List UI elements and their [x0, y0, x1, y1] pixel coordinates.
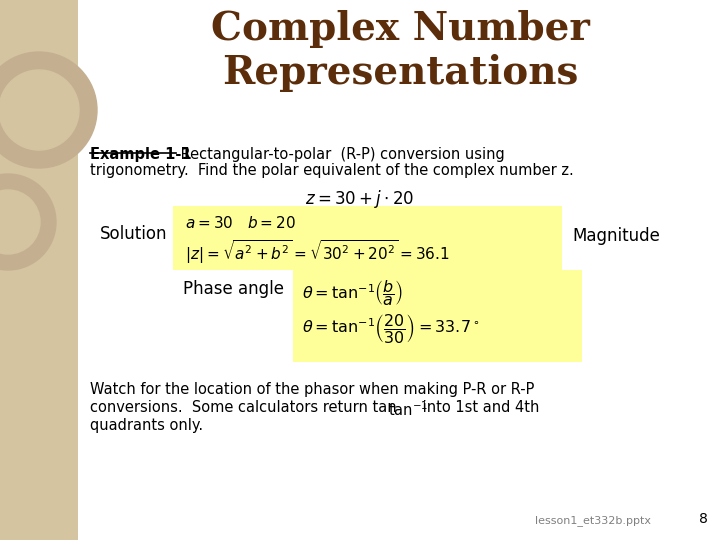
Text: $a = 30 \quad b = 20$: $a = 30 \quad b = 20$	[185, 215, 296, 231]
FancyBboxPatch shape	[293, 270, 582, 362]
Text: quadrants only.: quadrants only.	[90, 418, 203, 433]
Circle shape	[0, 174, 56, 270]
Text: Complex Number
Representations: Complex Number Representations	[210, 10, 590, 92]
Text: conversions.  Some calculators return tan: conversions. Some calculators return tan	[90, 400, 397, 415]
Text: $|z| = \sqrt{a^2 + b^2} = \sqrt{30^2 + 20^2} = 36.1$: $|z| = \sqrt{a^2 + b^2} = \sqrt{30^2 + 2…	[185, 238, 450, 266]
Text: Phase angle: Phase angle	[183, 280, 284, 298]
Text: Magnitude: Magnitude	[572, 227, 660, 245]
Text: $z = 30 + j \cdot 20$: $z = 30 + j \cdot 20$	[305, 188, 415, 210]
Text: Example 1-1: Example 1-1	[90, 147, 192, 162]
Text: Watch for the location of the phasor when making P-R or R-P: Watch for the location of the phasor whe…	[90, 382, 534, 397]
Text: Solution: Solution	[100, 225, 168, 243]
Text: $\theta = \tan^{-1}\!\left(\dfrac{b}{a}\right)$: $\theta = \tan^{-1}\!\left(\dfrac{b}{a}\…	[302, 278, 403, 308]
Text: $\theta = \tan^{-1}\!\left(\dfrac{20}{30}\right) = 33.7^\circ$: $\theta = \tan^{-1}\!\left(\dfrac{20}{30…	[302, 312, 480, 345]
Text: Rectangular-to-polar  (R-P) conversion using: Rectangular-to-polar (R-P) conversion us…	[176, 147, 505, 162]
Text: lesson1_et332b.pptx: lesson1_et332b.pptx	[535, 515, 651, 526]
Text: trigonometry.  Find the polar equivalent of the complex number z.: trigonometry. Find the polar equivalent …	[90, 163, 574, 178]
Circle shape	[0, 52, 97, 168]
Text: into 1st and 4th: into 1st and 4th	[418, 400, 539, 415]
Circle shape	[0, 190, 40, 254]
Circle shape	[0, 70, 79, 150]
Text: 8: 8	[699, 512, 708, 526]
FancyBboxPatch shape	[0, 0, 78, 540]
FancyBboxPatch shape	[173, 206, 562, 270]
Text: $\mathrm{tan}^{-1}$: $\mathrm{tan}^{-1}$	[388, 400, 428, 418]
